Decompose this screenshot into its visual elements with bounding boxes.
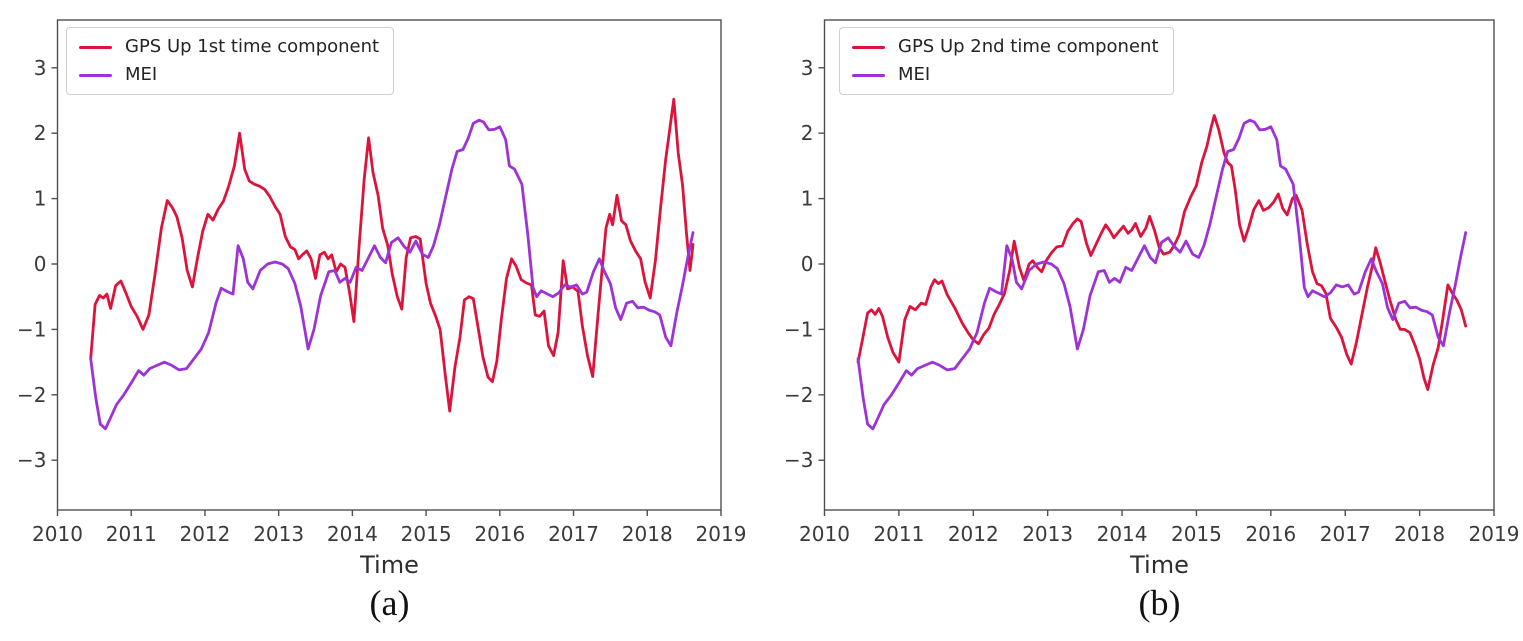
- legend-item-mei: MEI: [79, 63, 379, 86]
- x-tick-label: 2011: [106, 522, 157, 546]
- legend-line-swatch-mei-icon: [852, 73, 885, 77]
- legend-label: MEI: [125, 63, 158, 85]
- y-tick-label: −2: [784, 383, 813, 407]
- y-tick-label: 0: [801, 252, 814, 276]
- legend-item-gps-2nd: GPS Up 2nd time component: [852, 36, 1159, 58]
- x-tick-label: 2010: [32, 522, 83, 546]
- y-tick-label: 0: [34, 252, 47, 276]
- chart-b-canvas: 2010 2011 2012 2013 2014 2015 2016 2017 2018 2019…: [784, 19, 1520, 546]
- y-tick-label: −1: [17, 317, 46, 341]
- y-tick-label: 1: [801, 187, 814, 211]
- caption-a: (a): [369, 583, 410, 623]
- y-tick-label: −2: [17, 383, 46, 407]
- x-tick-label: 2013: [1022, 522, 1073, 546]
- y-tick-label: −3: [784, 448, 813, 472]
- x-tick-label: 2015: [1171, 522, 1222, 546]
- caption-b: (b): [1138, 583, 1181, 623]
- legend-a: GPS Up 1st time component MEI: [66, 27, 395, 96]
- series-line-mei: [89, 118, 695, 431]
- x-tick-label: 2012: [179, 522, 230, 546]
- panel-b: 2010 2011 2012 2013 2014 2015 2016 2017 2018 2019…: [761, 0, 1523, 641]
- y-tick-label: 2: [34, 121, 47, 145]
- x-tick-label: 2010: [799, 522, 850, 546]
- x-tick-label: 2017: [548, 522, 599, 546]
- plot-frame: [823, 19, 1495, 511]
- x-tick-label: 2012: [948, 522, 999, 546]
- x-tick-label: 2014: [327, 522, 378, 546]
- y-tick-label: 1: [34, 187, 47, 211]
- legend-line-swatch-gps-icon: [79, 45, 112, 49]
- legend-line-swatch-gps-icon: [852, 45, 885, 49]
- legend-label: GPS Up 2nd time component: [898, 36, 1159, 57]
- x-axis-label-a: Time: [360, 551, 419, 579]
- panel-a: 2010 2011 2012 2013 2014 2015 2016 2017 2018 2019…: [17, 19, 747, 623]
- legend-line-swatch-mei-icon: [79, 73, 112, 77]
- x-tick-label: 2014: [1097, 522, 1148, 546]
- x-tick-label: 2016: [1245, 522, 1296, 546]
- chart-a-canvas: 2010 2011 2012 2013 2014 2015 2016 2017 2018 2019…: [17, 19, 747, 546]
- y-tick-label: 3: [801, 56, 814, 80]
- legend-label: GPS Up 1st time component: [125, 36, 380, 57]
- x-tick-label: 2011: [873, 522, 924, 546]
- series-line-gps: [89, 97, 695, 413]
- y-tick-label: −3: [17, 448, 46, 472]
- legend-b: GPS Up 2nd time component MEI: [839, 27, 1174, 96]
- x-tick-label: 2015: [401, 522, 452, 546]
- legend-item-mei: MEI: [852, 63, 1159, 86]
- series-line-mei: [856, 118, 1468, 431]
- x-tick-label: 2017: [1320, 522, 1371, 546]
- legend-item-gps-1st: GPS Up 1st time component: [79, 36, 380, 58]
- plot-frame: [56, 19, 722, 511]
- x-tick-label: 2018: [1394, 522, 1445, 546]
- y-tick-label: 2: [801, 121, 814, 145]
- x-axis-label-b: Time: [1130, 551, 1189, 579]
- series-line-gps: [856, 114, 1468, 392]
- x-tick-label: 2013: [253, 522, 304, 546]
- x-tick-label: 2016: [474, 522, 525, 546]
- x-tick-label: 2019: [1469, 522, 1520, 546]
- y-tick-label: 3: [34, 56, 47, 80]
- x-tick-label: 2019: [696, 522, 747, 546]
- y-tick-label: −1: [784, 317, 813, 341]
- x-tick-label: 2018: [622, 522, 673, 546]
- legend-label: MEI: [898, 63, 931, 85]
